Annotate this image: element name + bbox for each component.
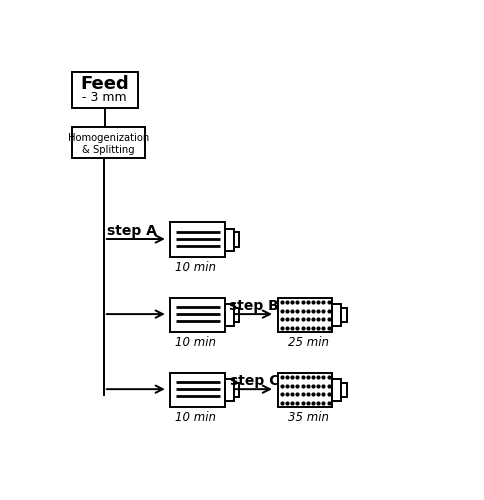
Text: Feed: Feed [80, 74, 129, 92]
Bar [332, 304, 341, 326]
Bar [341, 308, 346, 322]
Bar [225, 304, 233, 326]
Text: 35 min: 35 min [287, 411, 329, 424]
Bar [277, 372, 332, 408]
Text: 25 min: 25 min [287, 336, 329, 348]
Bar [233, 308, 239, 322]
Bar [277, 298, 332, 332]
Text: Homogenization: Homogenization [68, 133, 149, 143]
Bar [233, 232, 239, 247]
Bar [170, 372, 225, 408]
Bar [72, 72, 137, 108]
Text: 10 min: 10 min [175, 260, 216, 274]
Bar [225, 228, 233, 251]
Bar [170, 298, 225, 332]
Text: 10 min: 10 min [175, 411, 216, 424]
Bar [72, 128, 145, 158]
Text: 10 min: 10 min [175, 336, 216, 348]
Bar [341, 382, 346, 398]
Bar [170, 222, 225, 257]
Text: & Splitting: & Splitting [82, 144, 135, 154]
Bar [233, 382, 239, 398]
Text: - 3 mm: - 3 mm [82, 92, 127, 104]
Text: step B: step B [229, 298, 278, 312]
Text: step C: step C [229, 374, 278, 388]
Text: step A: step A [107, 224, 157, 238]
Bar [332, 379, 341, 401]
Bar [225, 379, 233, 401]
